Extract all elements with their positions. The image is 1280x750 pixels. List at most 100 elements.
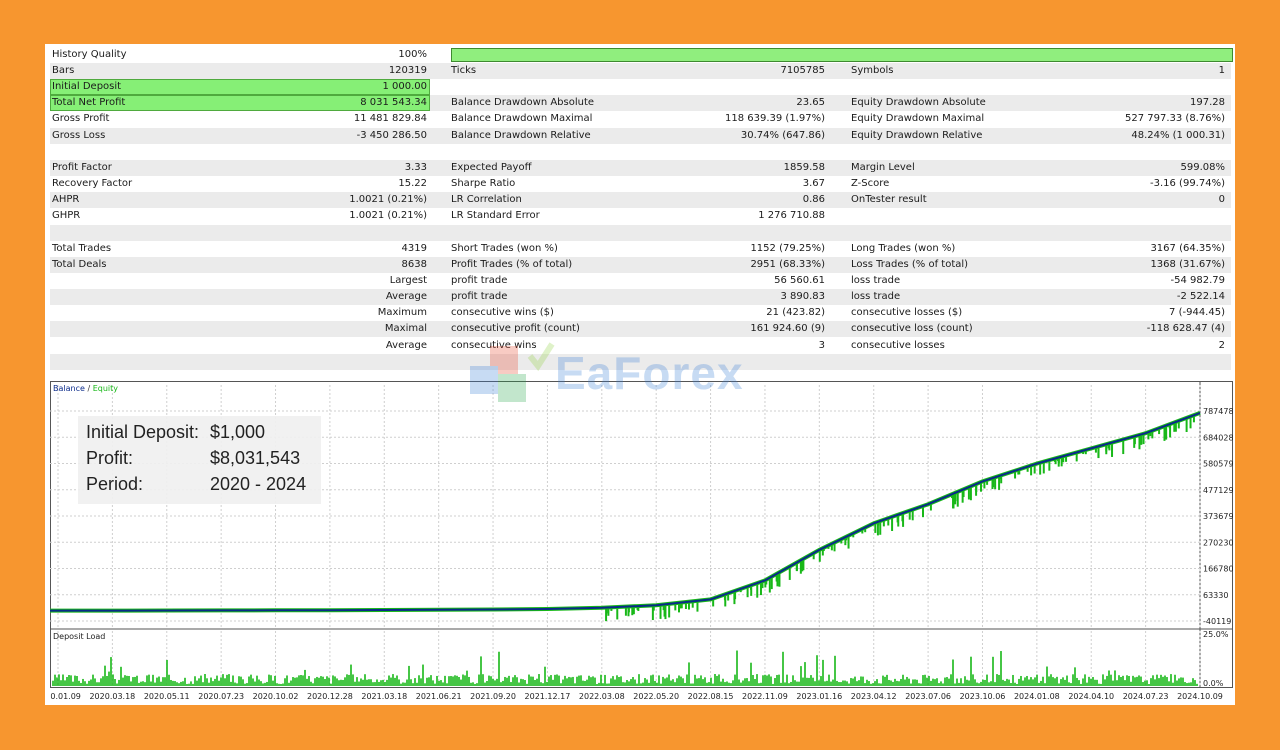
stat-c2l: Balance Drawdown Maximal [451,113,593,125]
watermark-text: EaForex [555,347,744,399]
x-tick-label: 2020.01.09 [50,692,81,701]
stat-c2l: LR Correlation [451,194,522,206]
x-tick-label: 2024.10.09 [1177,692,1223,701]
stat-c2v: 21 (423.82) [766,307,825,319]
deposit-tick-label: 0.0% [1203,679,1224,688]
stat-c1l: Bars [52,65,75,76]
x-tick-label: 2021.12.17 [525,692,571,701]
stat-c3v: 1368 (31.67%) [1150,258,1225,270]
stat-c1v: Maximal [384,323,427,335]
stat-c1l: Profit Factor [52,161,112,173]
stat-c3v: 0 [1218,194,1225,206]
stat-c3l: Equity Drawdown Absolute [851,97,986,109]
stat-c1v: 4319 [401,242,427,254]
stats-row: Maximal consecutive profit (count) 161 924… [50,321,1231,338]
highlight-cell [50,95,430,112]
stat-c1l: GHPR [52,210,81,222]
y-tick-label: 166780 [1203,565,1233,574]
balance-line [49,411,1201,612]
stats-row: Total Deals 8638 Profit Trades (% of total… [50,256,1231,273]
y-tick-label: 270230 [1203,538,1233,547]
chart-legend: Balance / Equity [53,384,118,393]
stat-c2v: 3 890.83 [780,291,825,303]
stats-row: Bars 120319 Ticks 7105785 Symbols 1 [50,63,1231,79]
stat-c3v: -3.16 (99.74%) [1150,178,1225,190]
eaforex-logo-icon [470,342,555,402]
stat-c1l: Recovery Factor [52,178,133,190]
x-tick-label: 2020.12.28 [307,692,353,701]
x-tick-label: 2020.07.23 [198,692,244,701]
stat-c1v: -3 450 286.50 [356,129,427,141]
stat-c2l: consecutive profit (count) [451,323,580,335]
stat-c1v: 11 481 829.84 [353,113,427,125]
x-tick-label: 2022.05.20 [633,692,679,701]
eaforex-watermark: EaForex [460,336,860,416]
overlay-label: Period: [86,474,144,494]
stat-c3l: loss trade [851,274,901,286]
x-tick-label: 2020.05.11 [144,692,190,701]
stat-c3v: 2 [1218,339,1225,351]
stats-row [50,144,1231,160]
stat-c2v: 23.65 [796,97,825,109]
stat-c3l: consecutive loss (count) [851,323,973,335]
y-tick-label: 373679 [1203,512,1233,521]
x-tick-label: 2023.07.06 [905,692,951,701]
stat-c2v: 56 560.61 [774,274,825,286]
stat-c1l: Initial Deposit [52,81,122,93]
deposit-load-label: Deposit Load [53,632,105,641]
stat-c3v: -54 982.79 [1170,274,1225,286]
x-tick-label: 2022.08.15 [688,692,734,701]
tester-report-panel: History Quality 100% Bars 120319 Ticks 7105… [35,44,1235,705]
stat-c3l: consecutive losses ($) [851,307,963,319]
stat-c2l: Balance Drawdown Absolute [451,97,595,109]
stat-c1v: Largest [389,274,427,286]
stat-c2l: Sharpe Ratio [451,178,516,190]
stat-c2v: 2951 (68.33%) [750,258,825,270]
history-quality-label: History Quality [52,49,127,60]
stat-c3v: 3167 (64.35%) [1150,242,1225,254]
legend-sep: / [85,384,93,393]
stats-row: GHPR 1.0021 (0.21%) LR Standard Error 1 276… [50,208,1231,224]
x-tick-label: 2024.04.10 [1068,692,1114,701]
stat-c2v: 0.86 [802,194,825,206]
stat-c1v: Average [385,339,427,351]
y-tick-label: 580579 [1203,460,1233,469]
stat-c1l: AHPR [52,194,80,206]
stat-c1v: Average [385,291,427,303]
stat-c3v: 599.08% [1180,161,1226,173]
stat-c1v: 8 031 543.34 [360,97,427,109]
history-quality-row: History Quality 100% [50,47,1231,63]
legend-equity: Equity [93,384,119,393]
stat-c2v: 1859.58 [783,161,825,173]
stat-c3v: 197.28 [1190,97,1225,109]
stat-c2v: 3 [818,339,825,351]
stat-c2l: consecutive wins ($) [451,307,554,319]
stat-c3v: -2 522.14 [1176,291,1225,303]
stats-row: Profit Factor 3.33 Expected Payoff 1859.58 M… [50,159,1231,176]
y-tick-label: 787478 [1203,407,1233,416]
stat-c2v: 161 924.60 (9) [750,323,825,335]
y-tick-label: 684028 [1203,433,1233,442]
stats-row: Maximum consecutive wins ($) 21 (423.82) co… [50,305,1231,321]
stat-c3l: Long Trades (won %) [851,242,956,254]
stat-c1v: 3.33 [404,161,427,173]
summary-overlay-box: Initial Deposit: $1,000 Profit: $8,031,543 P… [78,416,321,504]
stat-c2v: 7105785 [780,65,825,76]
stat-c2l: LR Standard Error [451,210,540,222]
stat-c2l: Short Trades (won %) [451,242,558,254]
stats-row [50,353,1231,370]
stats-row: Recovery Factor 15.22 Sharpe Ratio 3.67 Z-Sc… [50,176,1231,192]
stat-c2v: 3.67 [802,178,825,190]
legend-balance: Balance [53,384,85,393]
y-tick-label: -40119 [1203,617,1231,626]
stats-row: Gross Profit 11 481 829.84 Balance Drawdow… [50,111,1231,127]
stats-row: Total Net Profit 8 031 543.34 Balance Draw… [50,95,1231,112]
stats-row: Average consecutive wins 3 consecutive loss… [50,338,1231,354]
stat-c2v: 1152 (79.25%) [750,242,825,254]
x-tick-label: 2023.04.12 [851,692,897,701]
stat-c1l: Gross Profit [52,113,110,125]
history-quality-value: 100% [398,49,427,60]
y-tick-label: 63330 [1203,591,1228,600]
stats-row: AHPR 1.0021 (0.21%) LR Correlation 0.86 OnTe… [50,192,1231,209]
x-tick-label: 2023.01.16 [796,692,842,701]
